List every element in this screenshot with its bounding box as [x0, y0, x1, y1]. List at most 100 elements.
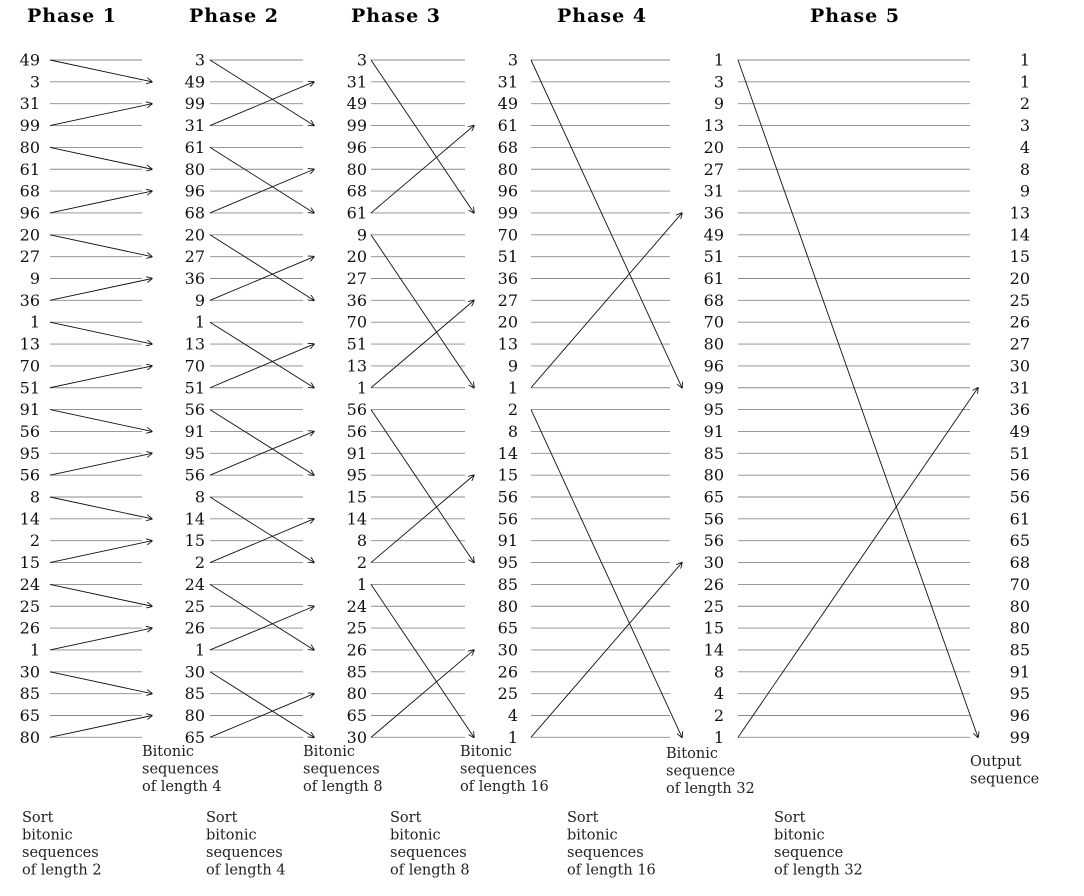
exchange-arrow [49, 279, 152, 301]
value-cell: 27 [704, 160, 724, 179]
value-cell: 80 [704, 335, 724, 354]
value-cell: 65 [347, 706, 367, 725]
upper-caption-line: sequences [142, 762, 219, 778]
value-cell: 91 [20, 400, 40, 419]
upper-caption-line: Output [970, 754, 1022, 770]
value-cell: 36 [20, 291, 40, 310]
value-cell: 65 [20, 706, 40, 725]
exchange-arrow [209, 431, 314, 476]
lower-caption-line: Sort [567, 810, 599, 826]
value-cell: 8 [714, 662, 724, 681]
value-cell: 3 [1020, 116, 1030, 135]
upper-caption-line: sequences [460, 762, 537, 778]
exchange-arrow [370, 59, 474, 213]
value-cell: 49 [1010, 422, 1030, 441]
exchange-arrows [49, 59, 978, 738]
value-cell: 56 [185, 466, 205, 485]
exchange-arrow [49, 146, 152, 169]
value-cell: 14 [185, 509, 205, 528]
value-cell: 36 [185, 269, 205, 288]
value-cell: 3 [714, 72, 724, 91]
value-cell: 9 [714, 94, 724, 113]
value-cell: 80 [20, 728, 40, 747]
lower-caption-line: sequences [206, 845, 283, 861]
exchange-arrow [49, 59, 152, 82]
exchange-arrow [209, 169, 314, 214]
exchange-arrow [209, 606, 314, 651]
value-cell: 80 [1010, 619, 1030, 638]
value-cell: 27 [185, 247, 205, 266]
upper-caption-line: sequence [666, 764, 735, 780]
upper-caption-line: of length 8 [303, 779, 383, 795]
exchange-arrow [530, 59, 682, 388]
exchange-arrow [209, 671, 314, 738]
value-cell: 1 [357, 575, 367, 594]
value-cell: 96 [20, 203, 40, 222]
value-cell: 25 [185, 597, 205, 616]
lower-caption-line: Sort [390, 810, 422, 826]
exchange-arrow [49, 671, 152, 694]
value-cell: 9 [357, 225, 367, 244]
value-cell: 85 [185, 684, 205, 703]
value-cell: 3 [195, 51, 205, 70]
value-cell: 85 [347, 662, 367, 681]
value-cell: 27 [1010, 335, 1030, 354]
value-cell: 14 [20, 509, 40, 528]
value-cell: 1 [30, 640, 40, 659]
phase-headers: Phase 1 Phase 2 Phase 3 Phase 4 Phase 5 [27, 5, 899, 27]
value-cell: 26 [347, 640, 367, 659]
value-cell: 20 [347, 247, 367, 266]
value-cell: 30 [185, 662, 205, 681]
exchange-arrow [209, 257, 314, 301]
value-cell: 80 [498, 160, 518, 179]
value-cell: 56 [185, 400, 205, 419]
value-cell: 25 [704, 597, 724, 616]
value-cell: 56 [498, 488, 518, 507]
value-cell: 8 [30, 488, 40, 507]
value-cell: 49 [185, 72, 205, 91]
exchange-arrow [209, 59, 314, 126]
value-cell: 61 [1010, 509, 1030, 528]
value-cell: 61 [498, 116, 518, 135]
upper-caption-line: sequence [970, 772, 1039, 788]
value-cell: 85 [498, 575, 518, 594]
value-cell: 68 [704, 291, 724, 310]
value-cell: 68 [185, 203, 205, 222]
phase-header-4: Phase 4 [557, 5, 647, 27]
value-cell: 1 [714, 51, 724, 70]
upper-caption-line: Bitonic [460, 744, 512, 760]
value-cell: 15 [704, 619, 724, 638]
lower-caption-line: of length 8 [390, 863, 470, 879]
value-cell: 30 [498, 640, 518, 659]
value-cell: 2 [508, 400, 518, 419]
value-cell: 1 [195, 640, 205, 659]
value-cell: 80 [347, 684, 367, 703]
value-cell: 30 [20, 662, 40, 681]
value-cell: 56 [1010, 488, 1030, 507]
value-cell: 61 [704, 269, 724, 288]
value-cell: 65 [704, 488, 724, 507]
exchange-arrow [49, 453, 152, 476]
value-cell: 15 [185, 531, 205, 550]
value-cell: 56 [20, 466, 40, 485]
value-cell: 36 [498, 269, 518, 288]
value-cell: 31 [498, 72, 518, 91]
value-cell: 80 [185, 706, 205, 725]
lower-caption-line: of length 16 [567, 863, 656, 879]
value-cell: 27 [498, 291, 518, 310]
value-cell: 61 [185, 138, 205, 157]
value-cell: 96 [498, 182, 518, 201]
value-cell: 9 [508, 356, 518, 375]
exchange-arrow [49, 409, 152, 432]
value-cell: 8 [1020, 160, 1030, 179]
value-cell: 9 [1020, 182, 1030, 201]
value-cell: 51 [347, 335, 367, 354]
value-cell: 68 [498, 138, 518, 157]
value-cell: 25 [347, 619, 367, 638]
upper-caption-line: Bitonic [142, 744, 194, 760]
value-cell: 24 [20, 575, 40, 594]
value-cell: 31 [704, 182, 724, 201]
value-cell: 70 [20, 356, 40, 375]
exchange-arrow [209, 496, 314, 563]
